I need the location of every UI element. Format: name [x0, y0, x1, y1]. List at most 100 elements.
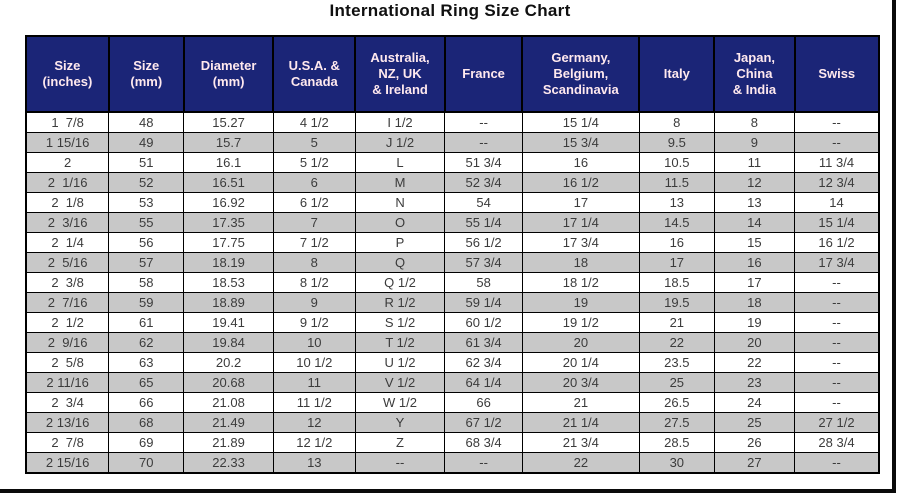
table-cell: 21 3/4 [521, 432, 640, 453]
table-cell: 24 [713, 392, 796, 413]
table-cell: 8 [272, 252, 356, 273]
table-cell: 2 1/16 [25, 172, 110, 193]
table-cell: 17.75 [183, 232, 274, 253]
table-cell: 21 [521, 392, 640, 413]
table-cell: 17 [713, 272, 796, 293]
table-cell: 64 1/4 [444, 372, 523, 393]
table-cell: 23 [713, 372, 796, 393]
table-cell: 51 3/4 [444, 152, 523, 173]
column-header: Japan, China & India [713, 35, 796, 113]
column-header: Size (mm) [107, 35, 185, 113]
table-cell: 20.2 [183, 352, 274, 373]
table-cell: 16 [521, 152, 640, 173]
table-cell: 18 1/2 [521, 272, 640, 293]
table-row: 1 15/16 49 15.7 5 J 1/2 -- 15 3/4 9.5 9 -- [25, 132, 880, 153]
table-cell: 1 15/16 [25, 132, 110, 153]
table-cell: 19.84 [183, 332, 274, 353]
table-cell: 2 5/8 [25, 352, 110, 373]
table-cell: V 1/2 [354, 372, 446, 393]
table-cell: 21.08 [183, 392, 274, 413]
table-cell: 25 [638, 372, 715, 393]
table-cell: 7 [272, 212, 356, 233]
table-cell: 16.92 [183, 192, 274, 213]
table-cell: 13 [638, 192, 715, 213]
column-header: Australia, NZ, UK & Ireland [354, 35, 446, 113]
table-cell: 9 [272, 292, 356, 313]
table-cell: 20 [713, 332, 796, 353]
table-cell: Q [354, 252, 446, 273]
table-cell: 11 [272, 372, 356, 393]
table-cell: 15 3/4 [521, 132, 640, 153]
table-row: 2 11/16 65 20.68 11 V 1/2 64 1/4 20 3/4 25 23 -- [25, 372, 880, 393]
page-title: International Ring Size Chart [329, 1, 571, 20]
table-cell: Q 1/2 [354, 272, 446, 293]
table-cell: J 1/2 [354, 132, 446, 153]
table-cell: 21.49 [183, 412, 274, 433]
table-cell: 57 3/4 [444, 252, 523, 273]
column-header: Size (inches) [25, 35, 110, 113]
table-cell: 15.27 [183, 111, 274, 133]
table-cell: 59 [108, 292, 185, 313]
table-cell: -- [794, 292, 880, 313]
table-cell: 2 [25, 152, 110, 173]
table-cell: 30 [638, 452, 715, 474]
table-cell: I 1/2 [354, 111, 446, 133]
table-cell: 9.5 [638, 132, 715, 153]
table-cell: W 1/2 [354, 392, 446, 413]
table-cell: 55 [108, 212, 185, 233]
table-cell: 4 1/2 [272, 111, 356, 133]
table-cell: 18.53 [183, 272, 274, 293]
table-cell: 28.5 [638, 432, 715, 453]
column-header: U.S.A. & Canada [272, 35, 357, 113]
table-cell: Z [354, 432, 446, 453]
table-cell: 1 7/8 [25, 111, 110, 133]
table-cell: 26.5 [638, 392, 715, 413]
table-cell: 20 1/4 [521, 352, 640, 373]
table-row: 2 9/16 62 19.84 10 T 1/2 61 3/4 20 22 20 -- [25, 332, 880, 353]
table-cell: 11 [713, 152, 796, 173]
table-cell: -- [794, 332, 880, 353]
table-cell: 53 [108, 192, 185, 213]
table-cell: 7 1/2 [272, 232, 356, 253]
table-cell: 18.89 [183, 292, 274, 313]
table-cell: 6 1/2 [272, 192, 356, 213]
table-cell: 59 1/4 [444, 292, 523, 313]
table-cell: -- [794, 272, 880, 293]
table-cell: 70 [108, 452, 185, 474]
column-header: Italy [638, 35, 716, 113]
table-cell: -- [444, 111, 523, 133]
table-cell: -- [794, 372, 880, 393]
table-cell: 15 1/4 [521, 111, 640, 133]
table-cell: S 1/2 [354, 312, 446, 333]
table-cell: 56 [108, 232, 185, 253]
table-cell: 14 [794, 192, 880, 213]
table-cell: 17 3/4 [794, 252, 880, 273]
frame-border-right [892, 0, 896, 493]
table-cell: -- [794, 392, 880, 413]
ring-size-table: Size (inches) Size (mm) Diameter (mm) U.S.A… [25, 35, 880, 474]
table-cell: 62 [108, 332, 185, 353]
table-row: 2 1/4 56 17.75 7 1/2 P 56 1/2 17 3/4 16 15 16 1/2 [25, 232, 880, 253]
table-cell: 6 [272, 172, 356, 193]
table-cell: 65 [108, 372, 185, 393]
table-cell: 16 1/2 [521, 172, 640, 193]
table-row: 2 5/16 57 18.19 8 Q 57 3/4 18 17 16 17 3/4 [25, 252, 880, 273]
table-cell: 28 3/4 [794, 432, 880, 453]
table-cell: 2 3/4 [25, 392, 110, 413]
table-cell: 15 1/4 [794, 212, 880, 233]
table-cell: 22.33 [183, 452, 274, 474]
table-cell: 10 [272, 332, 356, 353]
table-cell: 16 [638, 232, 715, 253]
table-cell: 68 3/4 [444, 432, 523, 453]
table-cell: 27.5 [638, 412, 715, 433]
table-cell: R 1/2 [354, 292, 446, 313]
table-cell: 17 [521, 192, 640, 213]
table-row: 2 1/2 61 19.41 9 1/2 S 1/2 60 1/2 19 1/2 21 19 -- [25, 312, 880, 333]
header-row: Size (inches) Size (mm) Diameter (mm) U.S.A… [25, 35, 880, 113]
frame-border-bottom [0, 489, 896, 493]
table-cell: -- [444, 132, 523, 153]
table-cell: 5 1/2 [272, 152, 356, 173]
table-cell: 58 [444, 272, 523, 293]
table-cell: -- [794, 111, 880, 133]
table-cell: 20 [521, 332, 640, 353]
